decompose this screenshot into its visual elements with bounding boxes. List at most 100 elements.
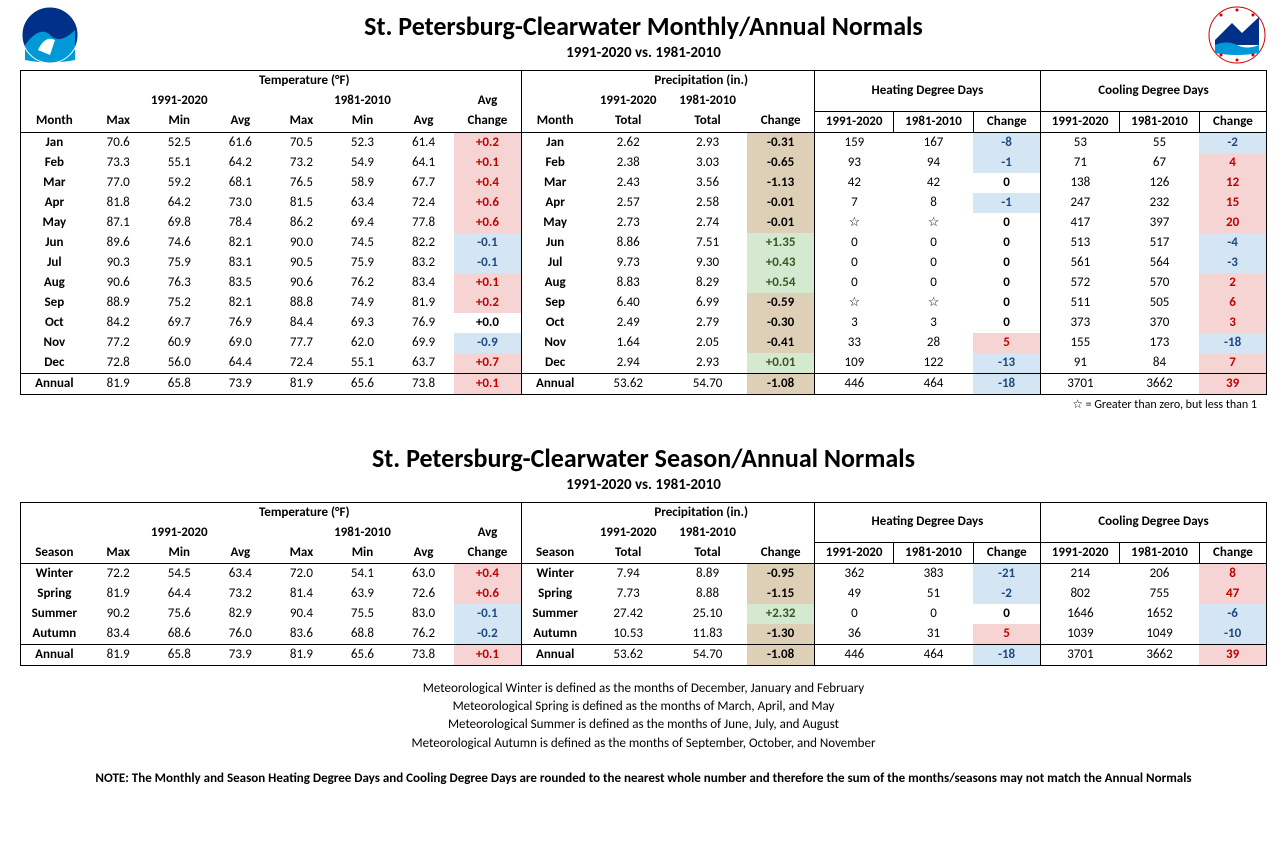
precip-change-cell: +0.01 [747, 353, 814, 374]
cdd-change-cell: 12 [1199, 173, 1266, 193]
data-cell: Spring [521, 584, 588, 604]
data-cell: 81.5 [271, 193, 332, 213]
data-cell: 75.6 [149, 604, 210, 624]
data-cell: 63.4 [332, 193, 393, 213]
precip-change-cell: -0.01 [747, 213, 814, 233]
data-cell: 370 [1120, 313, 1199, 333]
data-cell: 75.9 [332, 253, 393, 273]
data-cell: 65.6 [332, 373, 393, 394]
data-cell: 1049 [1120, 624, 1199, 645]
data-cell: 3662 [1120, 645, 1199, 666]
temp-change-cell: -0.1 [454, 253, 521, 273]
data-cell: May [521, 213, 588, 233]
header-max: Max [88, 111, 149, 132]
data-cell: 83.0 [393, 604, 454, 624]
data-cell: 75.9 [149, 253, 210, 273]
data-cell: 74.5 [332, 233, 393, 253]
table-header: Temperature (°F) Precipitation (in.) Hea… [21, 502, 1267, 564]
hdd-change-cell: -1 [973, 193, 1040, 213]
data-cell: 52.5 [149, 132, 210, 153]
precip-change-cell: +0.54 [747, 273, 814, 293]
data-cell: Jun [521, 233, 588, 253]
data-cell: 6.40 [588, 293, 667, 313]
header-precipitation: Precipitation (in.) [588, 71, 814, 92]
data-cell: Winter [521, 564, 588, 585]
header-cdd: Cooling Degree Days [1040, 71, 1266, 112]
data-cell: 73.3 [88, 153, 149, 173]
data-cell: 2.74 [668, 213, 747, 233]
data-cell: 81.9 [393, 293, 454, 313]
data-cell: Annual [521, 373, 588, 394]
data-cell: 70.6 [88, 132, 149, 153]
data-cell: 3 [814, 313, 893, 333]
data-cell: 65.6 [332, 645, 393, 666]
header-change: Change [1199, 543, 1266, 564]
header-period1: 1991-2020 [88, 91, 271, 111]
header-period1: 1991-2020 [1040, 543, 1119, 564]
header-period1: 1991-2020 [88, 523, 271, 543]
data-cell: 138 [1040, 173, 1119, 193]
cdd-change-cell: 47 [1199, 584, 1266, 604]
hdd-change-cell: -8 [973, 132, 1040, 153]
table-row: Spring81.964.473.281.463.972.6+0.6Spring… [21, 584, 1267, 604]
data-cell: 77.0 [88, 173, 149, 193]
data-cell: 570 [1120, 273, 1199, 293]
table-row: Winter72.254.563.472.054.163.0+0.4Winter… [21, 564, 1267, 585]
data-cell: 31 [894, 624, 973, 645]
data-cell: 42 [894, 173, 973, 193]
data-cell: 0 [814, 604, 893, 624]
precip-change-cell: +1.35 [747, 233, 814, 253]
data-cell: 383 [894, 564, 973, 585]
temp-change-cell: -0.2 [454, 624, 521, 645]
data-cell: Apr [521, 193, 588, 213]
data-cell: 2.38 [588, 153, 667, 173]
data-cell: 91 [1040, 353, 1119, 374]
data-cell: 86.2 [271, 213, 332, 233]
temp-change-cell: +0.1 [454, 153, 521, 173]
data-cell: 173 [1120, 333, 1199, 353]
data-cell: 2.93 [668, 353, 747, 374]
table-row: Aug90.676.383.590.676.283.4+0.1Aug8.838.… [21, 273, 1267, 293]
data-cell: 81.9 [271, 373, 332, 394]
data-cell: 83.4 [393, 273, 454, 293]
data-cell: 9.73 [588, 253, 667, 273]
temp-change-cell: +0.6 [454, 584, 521, 604]
cdd-change-cell: -4 [1199, 233, 1266, 253]
data-cell: Annual [21, 645, 88, 666]
data-cell: 74.6 [149, 233, 210, 253]
data-cell: 83.2 [393, 253, 454, 273]
cdd-change-cell: 7 [1199, 353, 1266, 374]
noaa-logo-icon [20, 5, 80, 65]
header-season: Season [21, 543, 88, 564]
hdd-change-cell: -18 [973, 645, 1040, 666]
data-cell: 8.29 [668, 273, 747, 293]
header-min: Min [149, 111, 210, 132]
data-cell: Summer [21, 604, 88, 624]
precip-change-cell: -1.08 [747, 373, 814, 394]
header-min: Min [332, 111, 393, 132]
data-cell: 0 [814, 273, 893, 293]
data-cell: 7.51 [668, 233, 747, 253]
cdd-change-cell: -6 [1199, 604, 1266, 624]
temp-change-cell: +0.2 [454, 132, 521, 153]
hdd-change-cell: 0 [973, 293, 1040, 313]
data-cell: 6.99 [668, 293, 747, 313]
header-max: Max [88, 543, 149, 564]
temp-change-cell: -0.1 [454, 604, 521, 624]
data-cell: Jan [521, 132, 588, 153]
cdd-change-cell: 6 [1199, 293, 1266, 313]
header-period1: 1991-2020 [1040, 111, 1119, 132]
data-cell: 1646 [1040, 604, 1119, 624]
header-period2: 1981-2010 [894, 111, 973, 132]
data-cell: 58.9 [332, 173, 393, 193]
data-cell: 77.8 [393, 213, 454, 233]
data-cell: 7 [814, 193, 893, 213]
data-cell: 517 [1120, 233, 1199, 253]
data-cell: 73.2 [210, 584, 271, 604]
temp-change-cell: -0.1 [454, 233, 521, 253]
temp-change-cell: +0.0 [454, 313, 521, 333]
data-cell: 49 [814, 584, 893, 604]
data-cell: 94 [894, 153, 973, 173]
table-row: Feb73.355.164.273.254.964.1+0.1Feb2.383.… [21, 153, 1267, 173]
table-row: Autumn83.468.676.083.668.876.2-0.2Autumn… [21, 624, 1267, 645]
